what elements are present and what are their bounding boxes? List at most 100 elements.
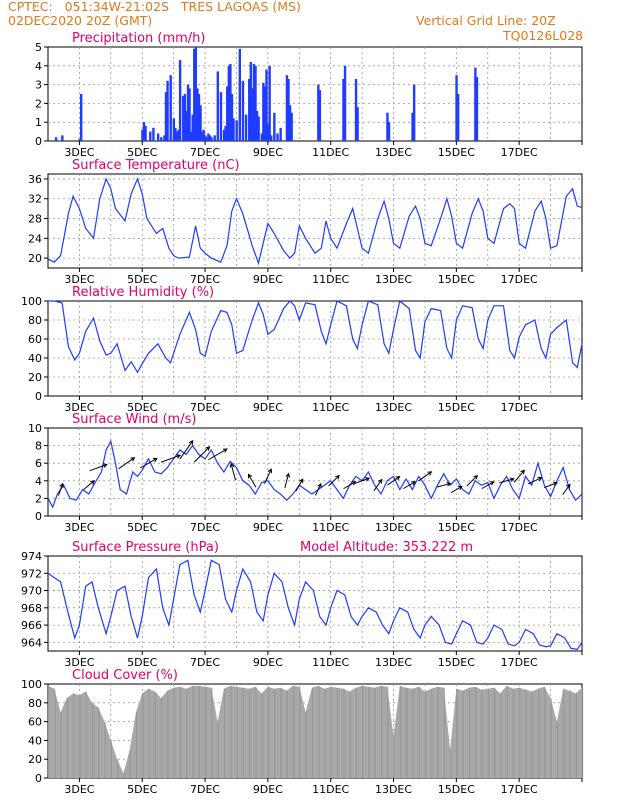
- wind-arrow-shaft: [513, 469, 525, 483]
- x-tick-label: 7DEC: [190, 401, 220, 414]
- wind-arrow-head: [188, 439, 194, 445]
- x-tick-label: 5DEC: [127, 521, 157, 534]
- y-tick-label: 24: [28, 232, 42, 245]
- x-tick-label: 7DEC: [190, 656, 220, 669]
- wind-arrow-head: [335, 474, 340, 480]
- x-tick-label: 15DEC: [438, 273, 475, 286]
- precip-bar: [79, 94, 83, 141]
- y-tick-label: 20: [28, 252, 42, 265]
- cloud-column: [318, 685, 320, 778]
- precip-bar: [208, 135, 212, 141]
- y-tick-label: 972: [21, 567, 42, 580]
- precip-bar: [141, 129, 144, 141]
- wind-arrow-shaft: [403, 481, 416, 490]
- precip-bar: [285, 75, 289, 141]
- precip-bar: [248, 78, 251, 141]
- wind-arrow-shaft: [160, 454, 181, 463]
- panel-pres: Surface Pressure (hPa) Model Altitude: 35…: [21, 540, 583, 669]
- precip-bar: [204, 135, 207, 141]
- wind-arrow-head: [205, 446, 211, 451]
- cloud-column: [475, 686, 477, 778]
- cloud-column: [462, 690, 464, 778]
- wind-arrow-shaft: [527, 477, 542, 485]
- panel-frame: [47, 173, 583, 269]
- wind-arrow-head: [537, 476, 543, 482]
- wind-arrow-head: [229, 462, 235, 468]
- wind-arrow-head: [130, 457, 136, 462]
- precip-bar: [257, 116, 260, 141]
- y-tick-label: 4: [35, 475, 42, 488]
- precip-bar: [235, 120, 238, 141]
- panel-temp: Surface Temperature (nC) 20 24 28 32 36 3DEC 5D…: [28, 158, 583, 286]
- wind-arrow-head: [489, 481, 495, 486]
- y-tick-label: 964: [21, 636, 42, 649]
- cloud-column: [550, 698, 552, 778]
- x-tick-label: 9DEC: [253, 521, 283, 534]
- precip-bar: [169, 75, 172, 141]
- x-tick-label: 9DEC: [253, 783, 283, 796]
- y-tick-label: 4: [35, 60, 42, 73]
- cloud-column: [538, 688, 540, 778]
- x-tick-label: 7DEC: [190, 521, 220, 534]
- precip-bar: [189, 131, 193, 141]
- precip-bar: [199, 105, 202, 141]
- wind-arrow-head: [365, 477, 371, 482]
- y-tick-label: 968: [21, 602, 42, 615]
- y-tick-label: 6: [35, 457, 42, 470]
- cloud-column: [154, 691, 156, 778]
- precip-bar: [226, 86, 229, 141]
- cloud-column: [582, 687, 584, 778]
- series-line-pres: [47, 559, 583, 650]
- wind-arrow-head: [520, 469, 525, 475]
- x-tick-label: 9DEC: [253, 273, 283, 286]
- x-tick-label: 17DEC: [501, 273, 538, 286]
- wind-arrow-shaft: [83, 480, 95, 490]
- x-tick-label: 17DEC: [501, 401, 538, 414]
- wind-arrow-head: [351, 481, 357, 486]
- cloud-column: [91, 702, 94, 778]
- y-tick-label: 100: [21, 295, 42, 308]
- cloud-column: [117, 759, 119, 778]
- precip-bar: [273, 112, 276, 141]
- precip-bar: [210, 137, 213, 141]
- wind-arrow-head: [176, 454, 182, 459]
- y-tick-label: 100: [21, 678, 42, 691]
- y-tick-label: 20: [28, 753, 42, 766]
- wind-arrow-shaft: [543, 482, 558, 489]
- cloud-column: [305, 712, 307, 778]
- cloud-column: [242, 687, 244, 778]
- y-tick-label: 3: [35, 79, 42, 92]
- wind-arrow-shaft: [89, 464, 107, 472]
- precip-bar: [183, 94, 187, 141]
- cloud-column: [230, 685, 232, 778]
- precip-bar: [164, 92, 168, 141]
- cloud-column: [261, 693, 263, 778]
- cloud-column: [54, 688, 56, 778]
- y-tick-label: 60: [28, 716, 42, 729]
- panel-wind: Surface Wind (m/s) 0 2 4 6 8 10 3DEC 5DEC 7DEC 9DE…: [28, 412, 583, 534]
- y-tick-label: 0: [35, 135, 42, 148]
- precip-bar: [456, 94, 460, 141]
- cloud-column: [249, 688, 251, 778]
- precip-bar: [200, 131, 204, 141]
- wind-arrow-shaft: [284, 473, 290, 489]
- x-tick-label: 15DEC: [438, 656, 475, 669]
- cloud-column: [336, 687, 339, 778]
- cloud-column: [274, 688, 276, 778]
- x-tick-label: 3DEC: [64, 401, 94, 414]
- y-tick-label: 966: [21, 619, 42, 632]
- y-tick-label: 970: [21, 585, 42, 598]
- y-tick-label: 2: [35, 97, 42, 110]
- precip-bar: [252, 63, 256, 141]
- precip-bar: [241, 80, 245, 141]
- wind-arrow-shaft: [118, 457, 135, 470]
- wind-arrow-shaft: [208, 448, 228, 461]
- x-tick-label: 11DEC: [312, 146, 349, 159]
- y-tick-label: 40: [28, 734, 42, 747]
- precip-bar: [172, 118, 176, 141]
- precip-bar: [238, 48, 242, 141]
- precip-bar: [262, 82, 265, 141]
- x-tick-label: 17DEC: [501, 783, 538, 796]
- wind-arrow-shaft: [481, 481, 494, 490]
